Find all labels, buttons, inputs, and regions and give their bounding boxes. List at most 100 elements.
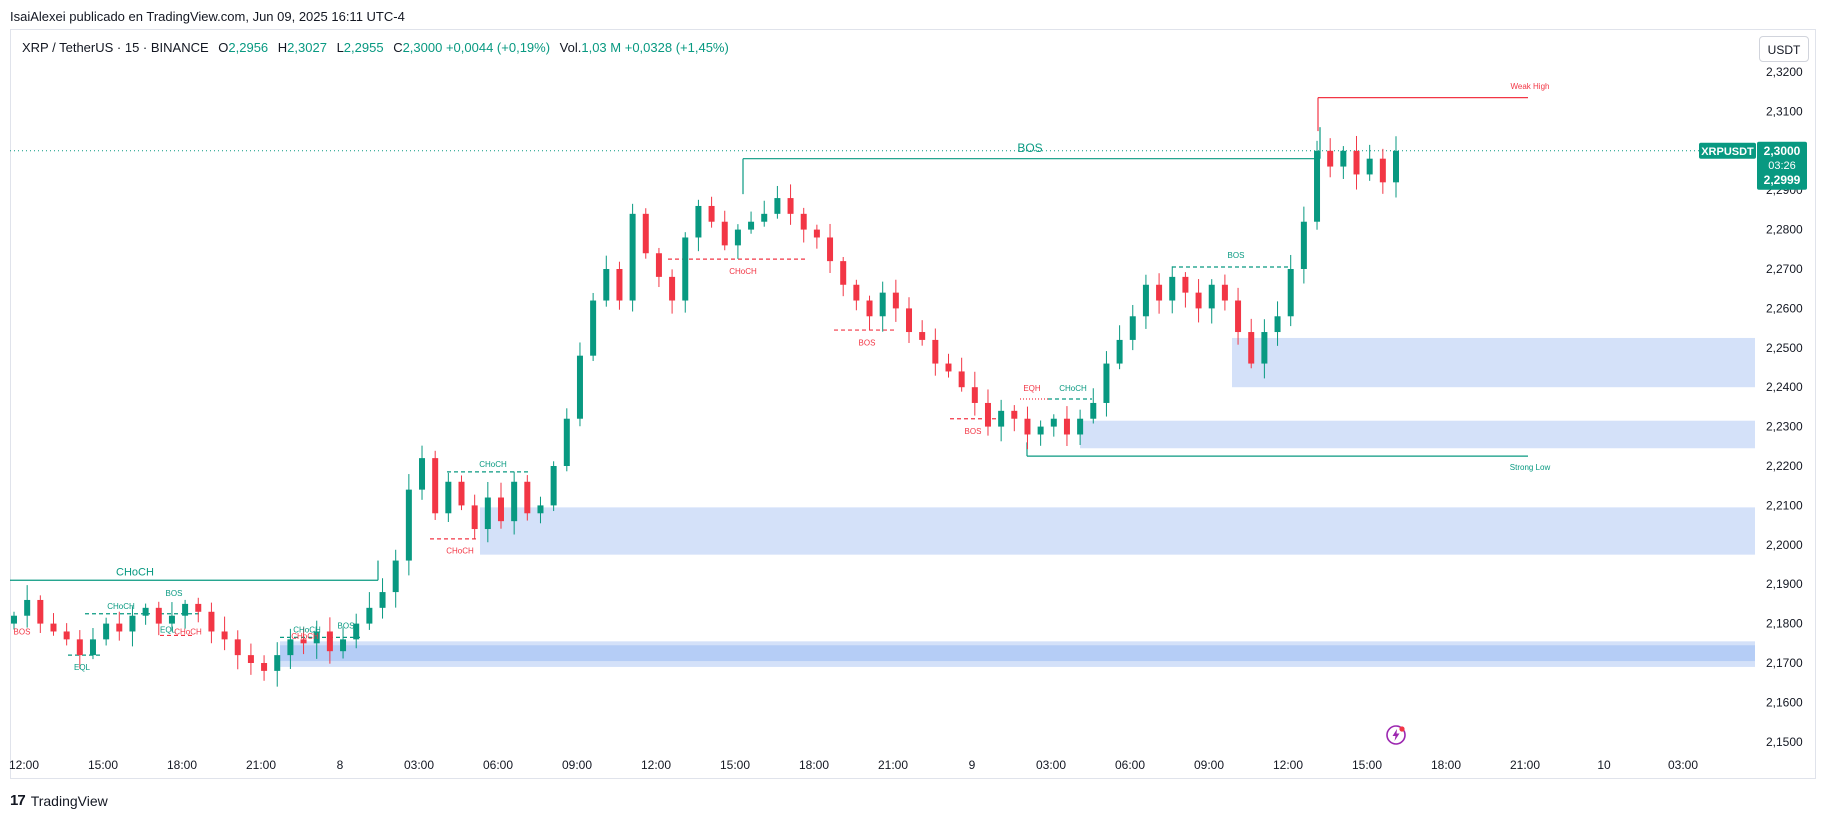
candle-body (89, 639, 96, 656)
time-tick-label: 12:00 (1273, 758, 1303, 772)
candle-body (958, 371, 965, 388)
candle-body (326, 631, 333, 652)
open-value: 2,2956 (228, 40, 269, 55)
symbol-legend: XRP / TetherUS · 15 · BINANCE O2,2956 H2… (22, 40, 729, 55)
candle-body (748, 221, 755, 230)
low-label: L (336, 40, 344, 55)
time-tick-label: 21:00 (878, 758, 908, 772)
candle-body (366, 607, 373, 624)
candle-body (1129, 316, 1136, 340)
candle-body (945, 363, 952, 372)
candle-body (392, 560, 399, 593)
volume-label: Vol. (559, 40, 582, 55)
candle-body (853, 284, 860, 301)
tradingview-brand: TradingView (30, 792, 108, 809)
candle-body (1208, 284, 1215, 309)
candle-body (682, 237, 689, 301)
low-value: 2,2955 (343, 40, 384, 55)
order-block-zone (1232, 337, 1755, 388)
time-tick-label: 09:00 (1194, 758, 1224, 772)
candle-body (1274, 316, 1281, 333)
structure-label: BOS (965, 427, 982, 436)
candle-body (1366, 158, 1373, 175)
candle-body (669, 276, 676, 301)
time-tick-label: 15:00 (88, 758, 118, 772)
price-tick-label: 2,3100 (1766, 104, 1803, 118)
candle-body (1235, 300, 1242, 333)
candle-body (247, 655, 254, 663)
time-tick-label: 8 (337, 758, 344, 772)
time-tick-label: 12:00 (9, 758, 39, 772)
candle-body (800, 213, 807, 230)
candle-body (1142, 284, 1149, 317)
time-tick-label: 03:00 (1036, 758, 1066, 772)
candle-body (629, 213, 636, 301)
candle-body (1221, 284, 1228, 301)
price-tick-label: 2,2000 (1766, 538, 1803, 552)
bid-price-label: 2,2999 (1764, 173, 1801, 187)
structure-label: Strong Low (1510, 463, 1551, 472)
candle-body (590, 300, 597, 356)
candle-body (155, 607, 162, 624)
candle-body (208, 611, 215, 632)
order-block-zone (480, 507, 1755, 555)
high-value: 2,3027 (287, 40, 327, 55)
candle-body (708, 205, 715, 222)
structure-label: CHoCH (479, 460, 507, 469)
candle-body (642, 213, 649, 254)
candle-body (1327, 150, 1334, 167)
price-tick-label: 2,1600 (1766, 695, 1803, 709)
time-tick-label: 18:00 (1431, 758, 1461, 772)
candle-body (892, 292, 899, 309)
publication-info: IsaiAlexei publicado en TradingView.com,… (10, 9, 405, 24)
ticker-label-bg (1699, 142, 1756, 159)
time-tick-label: 21:00 (246, 758, 276, 772)
candle-body (1103, 363, 1110, 403)
symbol-title[interactable]: XRP / TetherUS · 15 · BINANCE (22, 40, 209, 55)
price-tick-label: 2,2700 (1766, 262, 1803, 276)
time-tick-label: 9 (969, 758, 976, 772)
structure-label: CHoCH (291, 632, 319, 641)
time-tick-label: 12:00 (641, 758, 671, 772)
candle-body (1116, 339, 1123, 364)
price-tick-label: 2,1900 (1766, 577, 1803, 591)
candle-body (76, 639, 83, 656)
time-tick-label: 09:00 (562, 758, 592, 772)
candle-body (537, 505, 544, 514)
time-tick-label: 03:00 (404, 758, 434, 772)
candle-body (721, 221, 728, 246)
change-value: +0,0044 (+0,19%) (445, 40, 551, 55)
lightning-icon[interactable] (1385, 724, 1407, 746)
structure-label: BOS (859, 339, 876, 348)
volume-change: +0,0328 (+1,45%) (624, 40, 729, 55)
candle-body (1248, 332, 1255, 364)
candle-body (603, 269, 610, 301)
time-tick-label: 21:00 (1510, 758, 1540, 772)
candle-body (168, 615, 175, 624)
candle-body (1379, 158, 1386, 183)
last-price-badge (1757, 141, 1807, 190)
order-block-zone-core (280, 645, 1755, 662)
candle-body (274, 655, 281, 671)
candle-body (37, 599, 44, 624)
candle-body (497, 497, 504, 522)
candle-body (879, 292, 886, 317)
structure-label: BOS (166, 589, 183, 598)
structure-label: BOS (14, 627, 31, 636)
currency-button[interactable]: USDT (1759, 36, 1809, 62)
candle-body (866, 300, 873, 317)
structure-label: CHoCH (446, 547, 474, 556)
candle-body (813, 229, 820, 238)
candle-body (906, 308, 913, 333)
candle-body (774, 198, 781, 214)
candle-body (787, 198, 794, 214)
candle-body (129, 615, 136, 632)
countdown-label: 03:26 (1768, 160, 1796, 172)
tradingview-logo[interactable]: 17 TradingView (10, 792, 108, 809)
time-tick-label: 18:00 (799, 758, 829, 772)
candle-body (261, 663, 268, 671)
structure-label: Weak High (1511, 82, 1550, 91)
order-block-zone (1080, 420, 1755, 449)
ticker-label: XRPUSDT (1701, 146, 1754, 158)
